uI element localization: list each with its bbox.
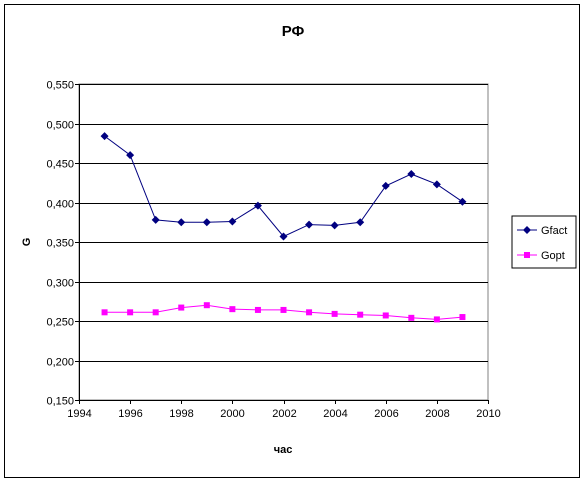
- data-point-gfact: [432, 180, 441, 189]
- data-point-gopt: [203, 302, 210, 309]
- data-point-gopt: [152, 309, 159, 316]
- x-tick-label: 1998: [169, 408, 193, 420]
- x-tick-label: 2006: [374, 408, 398, 420]
- data-point-gopt: [382, 312, 389, 319]
- data-point-gfact: [177, 218, 186, 227]
- data-point-gopt: [280, 306, 287, 313]
- data-point-gopt: [127, 309, 134, 316]
- y-axis-title: G: [21, 238, 33, 247]
- data-point-gopt: [178, 304, 185, 311]
- data-point-gfact: [100, 132, 109, 141]
- data-point-gfact: [126, 151, 135, 160]
- data-point-gfact: [253, 201, 262, 210]
- data-point-gopt: [101, 309, 108, 316]
- legend: [511, 215, 577, 269]
- y-tick-label: 0,300: [46, 278, 74, 290]
- data-point-gfact: [202, 218, 211, 227]
- x-tick-label: 1994: [67, 408, 91, 420]
- x-tick-label: 2010: [476, 408, 500, 420]
- x-tick-label: 2002: [272, 408, 296, 420]
- legend-marker-gopt: [524, 252, 530, 258]
- y-tick-label: 0,250: [46, 317, 74, 329]
- data-point-gfact: [458, 197, 467, 206]
- y-tick-label: 0,550: [46, 80, 74, 92]
- data-point-gfact: [305, 220, 314, 229]
- data-point-gfact: [330, 221, 339, 230]
- y-tick-label: 0,350: [46, 238, 74, 250]
- x-tick-label: 2008: [425, 408, 449, 420]
- y-tick-label: 0,400: [46, 199, 74, 211]
- data-point-gopt: [433, 316, 440, 323]
- data-point-gopt: [229, 306, 236, 313]
- x-tick-label: 2000: [220, 408, 244, 420]
- chart-title: РФ: [282, 23, 305, 40]
- data-point-gopt: [459, 314, 466, 321]
- data-point-gopt: [331, 310, 338, 317]
- data-point-gopt: [408, 314, 415, 321]
- legend-label-gfact: Gfact: [541, 225, 567, 237]
- data-point-gfact: [407, 170, 416, 179]
- data-point-gopt: [254, 306, 261, 313]
- data-point-gopt: [306, 309, 313, 316]
- data-point-gfact: [279, 232, 288, 241]
- legend-label-gopt: Gopt: [541, 250, 565, 262]
- y-tick-label: 0,450: [46, 159, 74, 171]
- data-point-gfact: [228, 217, 237, 226]
- x-tick-label: 2004: [323, 408, 347, 420]
- x-axis-title: час: [274, 444, 293, 456]
- legend-marker-gfact: [523, 226, 531, 234]
- y-tick-label: 0,150: [46, 396, 74, 408]
- data-point-gopt: [357, 311, 364, 318]
- data-point-gfact: [151, 215, 160, 224]
- data-point-gfact: [381, 181, 390, 190]
- data-point-gfact: [356, 218, 365, 227]
- y-tick-label: 0,500: [46, 120, 74, 132]
- x-tick-label: 1996: [118, 408, 142, 420]
- y-tick-label: 0,200: [46, 357, 74, 369]
